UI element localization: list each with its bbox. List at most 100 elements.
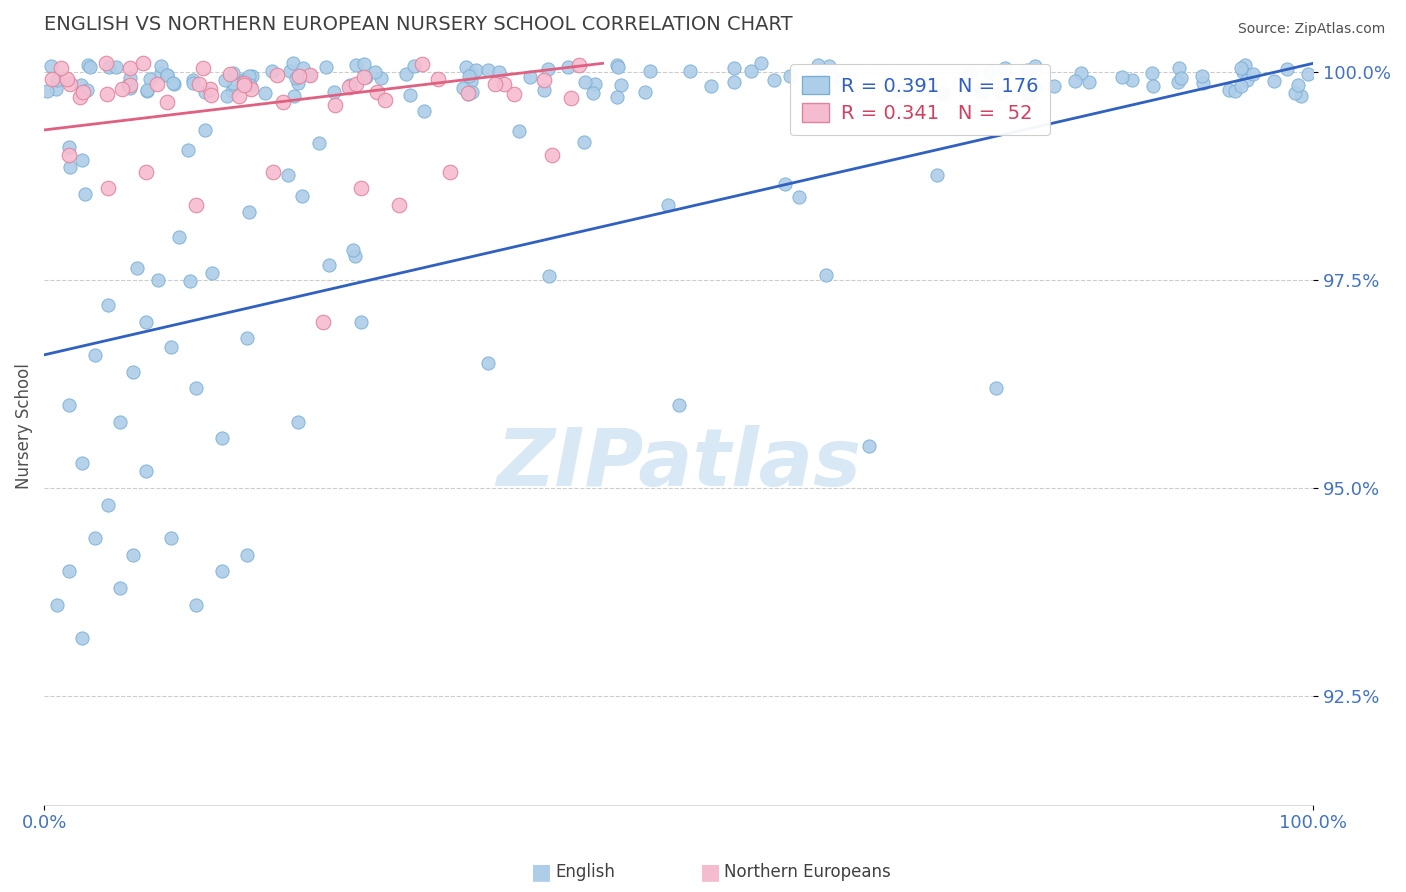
- Point: [477, 356, 499, 370]
- Point: [540, 148, 562, 162]
- Point: [1236, 72, 1258, 87]
- Point: [412, 103, 434, 118]
- Point: [533, 83, 555, 97]
- Point: [925, 168, 948, 182]
- Point: [97, 181, 120, 195]
- Point: [156, 68, 179, 82]
- Point: [277, 168, 299, 182]
- Point: [58, 148, 80, 162]
- Text: Source: ZipAtlas.com: Source: ZipAtlas.com: [1237, 22, 1385, 37]
- Point: [110, 581, 132, 595]
- Point: [181, 72, 204, 87]
- Point: [537, 268, 560, 283]
- Point: [122, 365, 145, 379]
- Point: [288, 69, 311, 83]
- Point: [73, 187, 96, 202]
- Point: [186, 598, 208, 612]
- Point: [1018, 88, 1040, 103]
- Point: [779, 69, 801, 83]
- Point: [236, 548, 259, 562]
- Point: [69, 90, 91, 104]
- Point: [83, 531, 105, 545]
- Point: [959, 66, 981, 80]
- Point: [297, 68, 319, 82]
- Point: [55, 72, 77, 87]
- Point: [58, 565, 80, 579]
- Point: [395, 66, 418, 80]
- Point: [990, 86, 1012, 100]
- Point: [136, 84, 159, 98]
- Point: [1289, 88, 1312, 103]
- Point: [502, 87, 524, 102]
- Point: [533, 73, 555, 87]
- Point: [150, 66, 173, 80]
- Point: [238, 205, 260, 219]
- Text: ENGLISH VS NORTHERN EUROPEAN NURSERY SCHOOL CORRELATION CHART: ENGLISH VS NORTHERN EUROPEAN NURSERY SCH…: [44, 15, 793, 34]
- Point: [807, 73, 830, 87]
- Point: [1191, 76, 1213, 90]
- Point: [574, 135, 596, 149]
- Point: [120, 81, 142, 95]
- Point: [163, 77, 186, 91]
- Point: [150, 58, 173, 72]
- Point: [1296, 67, 1319, 81]
- Point: [339, 78, 361, 93]
- Point: [353, 70, 375, 84]
- Point: [858, 440, 880, 454]
- Point: [399, 88, 422, 103]
- Point: [1064, 74, 1087, 88]
- Point: [238, 70, 260, 84]
- Point: [79, 60, 101, 74]
- Point: [634, 85, 657, 99]
- Point: [606, 89, 628, 103]
- Point: [287, 76, 309, 90]
- Legend: R = 0.391   N = 176, R = 0.341   N =  52: R = 0.391 N = 176, R = 0.341 N = 52: [790, 64, 1050, 135]
- Point: [45, 82, 67, 96]
- Point: [118, 70, 141, 85]
- Point: [582, 87, 605, 101]
- Point: [105, 61, 128, 75]
- Point: [308, 136, 330, 150]
- Point: [221, 84, 243, 98]
- Point: [723, 61, 745, 75]
- Point: [233, 74, 256, 88]
- Point: [1191, 70, 1213, 84]
- Point: [374, 93, 396, 107]
- Point: [76, 83, 98, 97]
- Point: [364, 65, 387, 79]
- Point: [1043, 78, 1066, 93]
- Point: [46, 73, 69, 87]
- Point: [762, 73, 785, 87]
- Point: [70, 631, 93, 645]
- Point: [1234, 58, 1257, 72]
- Text: English: English: [555, 863, 616, 881]
- Point: [807, 58, 830, 72]
- Point: [138, 72, 160, 87]
- Point: [221, 76, 243, 90]
- Point: [58, 398, 80, 412]
- Point: [404, 59, 426, 73]
- Point: [970, 85, 993, 99]
- Point: [740, 64, 762, 78]
- Point: [191, 61, 214, 75]
- Point: [583, 78, 606, 92]
- Point: [1167, 74, 1189, 88]
- Point: [700, 78, 723, 93]
- Point: [59, 160, 82, 174]
- Point: [411, 57, 433, 71]
- Point: [146, 77, 169, 91]
- Point: [460, 74, 482, 88]
- Point: [344, 77, 367, 91]
- Point: [1111, 70, 1133, 84]
- Point: [239, 78, 262, 92]
- Point: [233, 76, 256, 90]
- Point: [457, 87, 479, 102]
- Point: [993, 61, 1015, 75]
- Point: [494, 77, 516, 91]
- Point: [606, 58, 628, 72]
- Point: [120, 61, 142, 75]
- Point: [918, 78, 941, 93]
- Text: ■: ■: [700, 863, 720, 882]
- Point: [457, 87, 479, 101]
- Point: [39, 60, 62, 74]
